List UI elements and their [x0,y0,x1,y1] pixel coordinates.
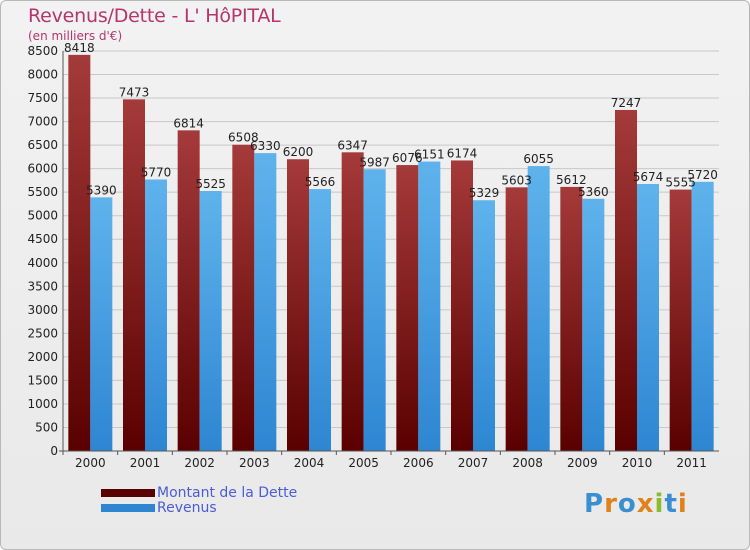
x-tick-label: 2008 [512,456,543,470]
data-label: 5555 [665,176,696,190]
bar-revenus [582,198,605,451]
y-tick-label: 3500 [27,279,58,293]
x-tick-label: 2002 [184,456,215,470]
x-tick-label: 2007 [458,456,489,470]
logo-letter: x [636,489,655,519]
y-tick-label: 4000 [27,256,58,270]
logo-letter: P [584,489,605,519]
bar-dette [341,152,364,452]
data-label: 5329 [469,186,500,200]
y-tick-label: 8500 [27,44,58,58]
logo-letter: i [677,489,688,519]
bar-dette [615,109,637,451]
data-label: 5390 [86,183,117,197]
data-label: 6151 [414,148,445,162]
data-label: 5770 [141,165,172,179]
bar-dette [68,54,91,451]
bar-dette [287,159,309,451]
logo-letter: t [664,489,678,519]
data-label: 6076 [392,151,423,165]
data-label: 6055 [523,152,554,166]
legend-label-dette: Montant de la Dette [157,485,298,501]
bar-dette [669,189,692,451]
logo-letter: r [604,489,618,519]
bar-revenus [309,189,331,451]
y-tick-label: 1000 [27,397,58,411]
data-label: 6174 [447,146,478,160]
y-tick-label: 0 [50,444,58,458]
data-label: 5525 [195,177,226,191]
proxiti-logo: Proxiti [584,489,688,519]
bar-revenus [691,181,714,451]
data-label: 7247 [611,96,642,110]
bar-revenus [90,197,113,451]
bar-dette [560,186,583,451]
data-label: 6347 [337,138,368,152]
y-tick-label: 2500 [27,326,58,340]
x-tick-label: 2001 [130,456,161,470]
legend-swatch-dette [101,489,155,497]
bar-revenus [199,191,222,451]
logo-letter: o [617,489,637,519]
bar-dette [505,187,528,451]
bar-dette [396,165,419,451]
data-label: 5987 [359,155,390,169]
bar-revenus [254,153,277,451]
y-tick-label: 8000 [27,68,58,82]
y-tick-label: 1500 [27,373,58,387]
x-tick-label: 2006 [403,456,434,470]
bar-dette [232,144,255,451]
y-tick-label: 3000 [27,303,58,317]
x-tick-label: 2003 [239,456,270,470]
data-label: 7473 [119,85,150,99]
x-tick-label: 2000 [75,456,106,470]
y-tick-label: 7000 [27,115,58,129]
bar-dette [451,160,473,452]
data-label: 6330 [250,139,281,153]
data-label: 6508 [228,131,259,145]
x-tick-label: 2011 [676,456,707,470]
y-tick-label: 4500 [27,232,58,246]
data-label: 5674 [633,170,664,184]
y-tick-label: 500 [35,420,58,434]
legend-label-revenus: Revenus [157,500,217,516]
bar-revenus [418,161,441,451]
y-tick-label: 7500 [27,91,58,105]
y-tick-label: 5500 [27,185,58,199]
bar-revenus [473,200,495,451]
data-label: 6814 [173,116,204,130]
logo-letter: i [654,489,665,519]
x-tick-label: 2005 [348,456,379,470]
y-tick-label: 5000 [27,209,58,223]
bar-revenus [637,183,659,452]
bar-revenus [363,169,386,451]
x-tick-label: 2010 [622,456,653,470]
y-tick-label: 2000 [27,350,58,364]
bar-dette [177,130,200,451]
y-tick-label: 6500 [27,138,58,152]
bar-revenus [527,166,550,451]
legend-swatch-revenus [101,504,155,512]
chart-subtitle: (en milliers d'€) [28,29,123,43]
chart-title: Revenus/Dette - L' HôPITAL [28,5,281,27]
x-tick-label: 2009 [567,456,598,470]
bar-dette [123,99,145,452]
y-tick-label: 6000 [27,162,58,176]
data-label: 5720 [687,168,718,182]
data-label: 5566 [305,175,336,189]
bar-revenus [145,179,167,451]
data-label: 6200 [283,145,314,159]
data-label: 5360 [578,185,609,199]
data-label: 8418 [64,41,95,55]
data-label: 5603 [501,173,532,187]
x-tick-label: 2004 [294,456,325,470]
data-label: 5612 [556,173,587,187]
